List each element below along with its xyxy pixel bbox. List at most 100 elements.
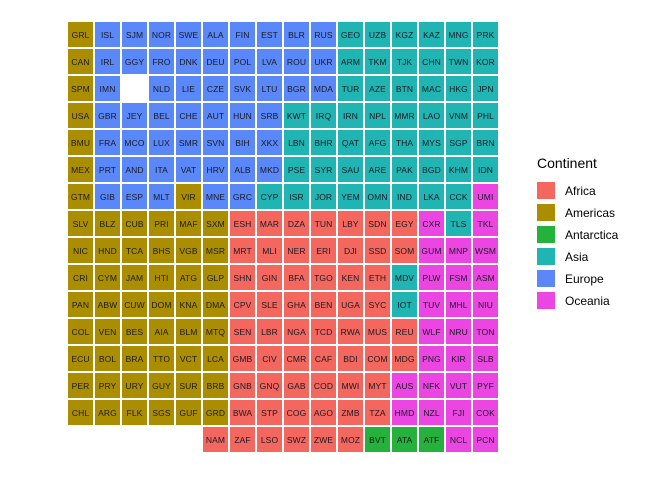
map-tile-bwa: BWA (230, 400, 255, 425)
map-tile-swz: SWZ (284, 427, 309, 452)
map-tile-atg: ATG (176, 265, 201, 290)
map-tile-atf: ATF (419, 427, 444, 452)
legend-label-europe: Europe (565, 271, 604, 286)
map-tile-cmr: CMR (284, 346, 309, 371)
map-tile-est: EST (257, 22, 282, 47)
map-tile-dza: DZA (284, 211, 309, 236)
map-tile-kwt: KWT (284, 103, 309, 128)
map-tile-niu: NIU (473, 292, 498, 317)
map-tile-mtq: MTQ (203, 319, 228, 344)
map-tile-chl: CHL (68, 400, 93, 425)
map-tile-nzl: NZL (419, 400, 444, 425)
map-tile-hrv: HRV (203, 157, 228, 182)
map-tile-che: CHE (176, 103, 201, 128)
map-tile-sau: SAU (338, 157, 363, 182)
map-tile-tza: TZA (365, 400, 390, 425)
map-tile-civ: CIV (257, 346, 282, 371)
map-tile-sur: SUR (176, 373, 201, 398)
map-tile-jey: JEY (122, 103, 147, 128)
map-tile-sen: SEN (230, 319, 255, 344)
map-tile-esh: ESH (230, 211, 255, 236)
map-tile-brb: BRB (203, 373, 228, 398)
map-tile-ltu: LTU (257, 76, 282, 101)
map-tile-asm: ASM (473, 265, 498, 290)
map-tile-phl: PHL (473, 103, 498, 128)
map-tile-bmu: BMU (68, 130, 93, 155)
map-tile-yem: YEM (338, 184, 363, 209)
map-tile-spm: SPM (68, 76, 93, 101)
map-tile-zaf: ZAF (230, 427, 255, 452)
map-tile-bra: BRA (122, 346, 147, 371)
map-tile-bhs: BHS (149, 238, 174, 263)
map-tile-geo: GEO (338, 22, 363, 47)
map-tile-ala: ALA (203, 22, 228, 47)
map-tile-can: CAN (68, 49, 93, 74)
map-tile-per: PER (68, 373, 93, 398)
map-tile-glp: GLP (203, 265, 228, 290)
empty-cell (95, 427, 120, 452)
legend: Continent Africa Americas Antarctica Asia Eu… (537, 155, 618, 314)
map-tile-blm: BLM (176, 319, 201, 344)
map-tile-moz: MOZ (338, 427, 363, 452)
map-tile-mus: MUS (365, 319, 390, 344)
map-tile-sgp: SGP (446, 130, 471, 155)
map-tile-usa: USA (68, 103, 93, 128)
map-tile-cze: CZE (203, 76, 228, 101)
map-tile-ncl: NCL (446, 427, 471, 452)
map-tile-nfk: NFK (419, 373, 444, 398)
map-tile-hkg: HKG (446, 76, 471, 101)
map-tile-cpv: CPV (230, 292, 255, 317)
map-tile-npl: NPL (365, 103, 390, 128)
map-tile-reu: REU (392, 319, 417, 344)
map-tile-idn: IDN (473, 157, 498, 182)
map-tile-pcn: PCN (473, 427, 498, 452)
map-tile-jpn: JPN (473, 76, 498, 101)
map-tile-msr: MSR (203, 238, 228, 263)
map-tile-cod: COD (311, 373, 336, 398)
map-tile-uga: UGA (338, 292, 363, 317)
map-tile-slb: SLB (473, 346, 498, 371)
map-tile-cri: CRI (68, 265, 93, 290)
map-tile-irq: IRQ (311, 103, 336, 128)
map-tile-svn: SVN (203, 130, 228, 155)
map-tile-guf: GUF (176, 400, 201, 425)
map-tile-lka: LKA (419, 184, 444, 209)
map-tile-sxm: SXM (203, 211, 228, 236)
map-tile-nam: NAM (203, 427, 228, 452)
map-tile-xkx: XKX (257, 130, 282, 155)
map-tile-tgo: TGO (311, 265, 336, 290)
map-tile-ken: KEN (338, 265, 363, 290)
map-tile-egy: EGY (392, 211, 417, 236)
legend-label-asia: Asia (565, 249, 589, 264)
map-tile-bhr: BHR (311, 130, 336, 155)
map-tile-twn: TWN (446, 49, 471, 74)
legend-title: Continent (537, 155, 597, 171)
map-tile-vut: VUT (446, 373, 471, 398)
map-tile-lux: LUX (149, 130, 174, 155)
map-tile-cok: COK (473, 400, 498, 425)
map-tile-swe: SWE (176, 22, 201, 47)
map-tile-ukr: UKR (311, 49, 336, 74)
map-tile-wlf: WLF (419, 319, 444, 344)
map-tile-kor: KOR (473, 49, 498, 74)
empty-cell (68, 427, 93, 452)
map-tile-arg: ARG (95, 400, 120, 425)
map-tile-vat: VAT (176, 157, 201, 182)
map-tile-mhl: MHL (446, 292, 471, 317)
map-tile-lso: LSO (257, 427, 282, 452)
map-tile-bgd: BGD (419, 157, 444, 182)
map-tile-iot: IOT (392, 292, 417, 317)
map-tile-kna: KNA (176, 292, 201, 317)
map-tile-mlt: MLT (149, 184, 174, 209)
map-tile-esp: ESP (122, 184, 147, 209)
map-tile-gnb: GNB (230, 373, 255, 398)
map-tile-cub: CUB (122, 211, 147, 236)
legend-entry-antarctica: Antarctica (537, 226, 618, 243)
map-tile-slv: SLV (68, 211, 93, 236)
map-tile-lie: LIE (176, 76, 201, 101)
map-tile-blz: BLZ (95, 211, 120, 236)
empty-cell (149, 427, 174, 452)
map-tile-dnk: DNK (176, 49, 201, 74)
map-tile-ind: IND (392, 184, 417, 209)
